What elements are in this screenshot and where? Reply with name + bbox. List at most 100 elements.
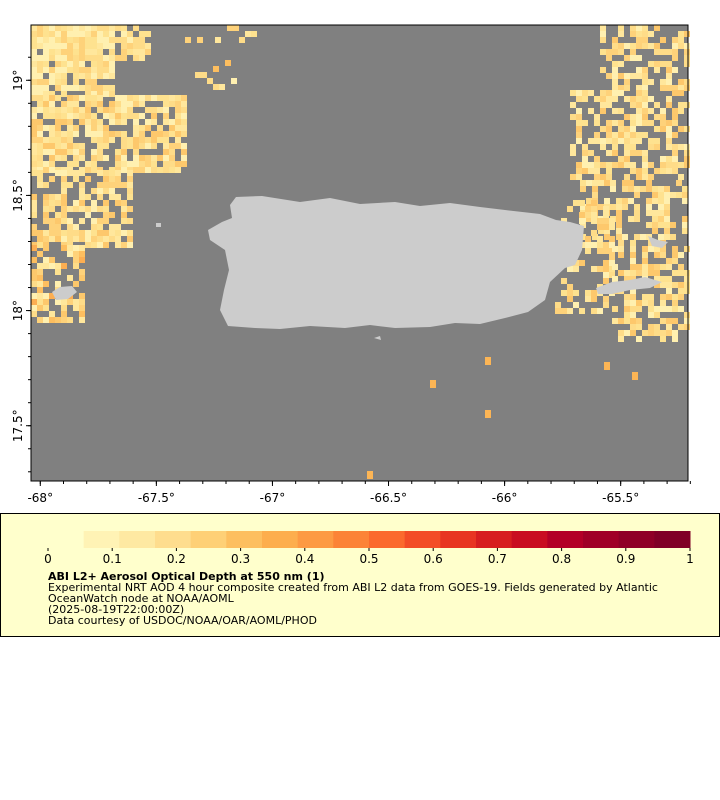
aod-pixel [606, 120, 612, 126]
aod-pixel [121, 206, 127, 212]
aod-pixel [157, 155, 163, 161]
aod-pixel [573, 302, 579, 308]
aod-pixel [97, 149, 103, 155]
aod-pixel [109, 37, 115, 43]
aod-pixel [624, 156, 630, 162]
aod-pixel [588, 168, 594, 174]
aod-pixel [609, 260, 615, 266]
aod-pixel [139, 143, 145, 149]
aod-pixel [31, 155, 37, 161]
aod-pixel [245, 31, 251, 37]
aod-pixel [97, 143, 103, 149]
aod-pixel [55, 149, 61, 155]
aod-pixel [207, 78, 213, 84]
aod-pixel [109, 67, 115, 73]
aod-pixel [636, 150, 642, 156]
aod-pixel [145, 95, 151, 101]
aod-pixel [91, 125, 97, 131]
aod-pixel [73, 49, 79, 55]
aod-pixel [79, 155, 85, 161]
aod-pixel [49, 137, 55, 143]
aod-pixel [594, 96, 600, 102]
aod-pixel [576, 168, 582, 174]
aod-pixel [616, 210, 622, 216]
aod-pixel [37, 176, 43, 182]
aod-pixel [579, 218, 585, 224]
aod-pixel [79, 305, 85, 311]
aod-pixel [606, 90, 612, 96]
aod-pixel [612, 37, 618, 43]
aod-pixel [660, 264, 666, 270]
aod-pixel [654, 312, 660, 318]
aod-pixel [145, 155, 151, 161]
aod-pixel [85, 79, 91, 85]
aod-pixel [85, 67, 91, 73]
aod-pixel [37, 251, 43, 257]
aod-pixel [55, 119, 61, 125]
aod-pixel [61, 230, 67, 236]
aod-pixel [600, 144, 606, 150]
aod-pixel [672, 318, 678, 324]
aod-pixel [670, 234, 676, 240]
aod-pixel [79, 43, 85, 49]
aod-pixel [127, 161, 133, 167]
aod-pixel [61, 91, 67, 97]
aod-pixel [624, 55, 630, 61]
aod-pixel [121, 161, 127, 167]
aod-pixel [31, 95, 37, 101]
aod-pixel [121, 242, 127, 248]
aod-pixel [618, 240, 624, 246]
aod-pixel [43, 67, 49, 73]
aod-pixel [618, 126, 624, 132]
aod-pixel [103, 125, 109, 131]
aod-pixel [43, 305, 49, 311]
aod-pixel [85, 73, 91, 79]
aod-pixel [43, 299, 49, 305]
aod-pixel [654, 49, 660, 55]
aod-pixel [43, 49, 49, 55]
aod-pixel [67, 317, 73, 323]
aod-pixel [576, 126, 582, 132]
aod-pixel [684, 312, 690, 318]
aod-pixel [636, 264, 642, 270]
aod-pixel [79, 245, 85, 251]
aod-pixel [127, 143, 133, 149]
aod-pixel [684, 156, 690, 162]
aod-pixel [658, 186, 664, 192]
aod-pixel [103, 200, 109, 206]
aod-pixel [37, 170, 43, 176]
aod-pixel [139, 131, 145, 137]
aod-pixel [642, 270, 648, 276]
aod-pixel [225, 60, 231, 66]
aod-pixel [55, 236, 61, 242]
aod-pixel [591, 200, 597, 206]
aod-pixel [618, 156, 624, 162]
aod-pixel [121, 149, 127, 155]
aod-pixel [67, 25, 73, 31]
aod-pixel [666, 138, 672, 144]
aod-pixel [43, 55, 49, 61]
colorbar-label: 0.6 [424, 552, 443, 566]
aod-pixel [678, 79, 684, 85]
aod-pixel [91, 119, 97, 125]
aod-pixel [61, 31, 67, 37]
colorbar-swatch [476, 531, 513, 548]
aod-pixel [612, 108, 618, 114]
aod-pixel [67, 299, 73, 305]
aod-pixel [31, 31, 37, 37]
aod-pixel [666, 61, 672, 67]
aod-pixel [628, 180, 634, 186]
aod-pixel [37, 317, 43, 323]
aod-pixel [606, 126, 612, 132]
aod-pixel [61, 25, 67, 31]
aod-pixel [622, 234, 628, 240]
aod-pixel [684, 318, 690, 324]
aod-pixel [73, 263, 79, 269]
aod-pixel [139, 113, 145, 119]
aod-pixel [606, 73, 612, 79]
aod-pixel [31, 67, 37, 73]
aod-pixel [31, 281, 37, 287]
aod-pixel [163, 161, 169, 167]
aod-pixel [648, 264, 654, 270]
aod-pixel [49, 131, 55, 137]
